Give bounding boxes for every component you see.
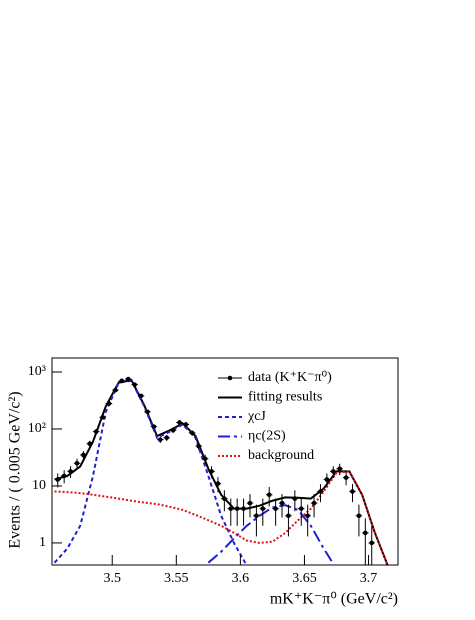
data-point [273,506,278,511]
legend-swatch [227,375,233,381]
x-tick-label: 3.55 [164,571,189,586]
data-point [100,415,105,420]
plot-area [53,376,389,565]
data-point [228,506,234,511]
data-point [177,420,182,425]
legend-label: fitting results [248,390,322,405]
y-axis-title: Events / ( 0.005 GeV/c²) [7,391,24,548]
legend-label: data (K⁺K⁻π⁰) [248,370,332,385]
data-point [151,424,157,429]
data-point [279,500,285,506]
fit-curve [207,504,336,565]
data-point [157,437,163,442]
data-point [330,469,336,474]
data-point [170,427,176,433]
data-point [55,477,61,482]
x-tick-label: 3.6 [232,571,250,586]
data-point [113,387,118,393]
data-point [209,469,214,474]
legend-label: ηc(2S) [248,429,286,444]
data-point [298,506,304,511]
data-point [215,481,221,486]
data-point [125,376,131,382]
data-point [311,500,317,506]
x-axis-title: mK⁺K⁻π⁰ (GeV/c²) [270,591,398,608]
x-tick-label: 3.7 [360,571,378,586]
data-point [106,401,112,406]
legend-label: χcJ [247,409,266,424]
data-point [138,393,144,399]
data-point [196,443,202,449]
data-point [61,473,67,479]
data-point [234,506,240,511]
legend-label: background [248,448,314,463]
data-point [222,496,227,501]
data-point [119,378,125,384]
data-point [145,409,150,415]
data-point [343,475,349,480]
data-point [241,506,246,511]
data-point [68,469,73,474]
data-point [254,513,259,519]
data-point [164,435,169,441]
data-point [74,460,80,466]
fit-curve [53,379,248,565]
x-tick-label: 3.5 [103,571,121,586]
data-point [286,513,291,519]
data-point [93,429,99,434]
data-point [292,496,298,501]
data-point [356,513,362,519]
data-point [183,422,189,427]
data-point [266,492,272,498]
data-point [87,441,93,447]
data-point [369,540,375,546]
fit-curve [54,378,389,565]
data-point [81,452,86,458]
data-point [363,530,368,536]
plot-frame [51,357,399,566]
data-point [318,489,323,494]
data-point [247,500,253,506]
data-point [132,382,137,387]
x-tick-label: 3.65 [292,571,317,586]
data-point [350,489,355,494]
y-tick-label: 10³ [28,364,46,379]
y-tick-label: 10² [28,421,46,436]
data-point [324,477,330,482]
y-tick-label: 10 [32,478,46,493]
y-tick-label: 1 [39,535,46,550]
data-point [260,506,266,511]
data-point [305,513,310,519]
data-point [337,466,342,472]
data-point [202,456,208,462]
data-point [190,430,195,436]
